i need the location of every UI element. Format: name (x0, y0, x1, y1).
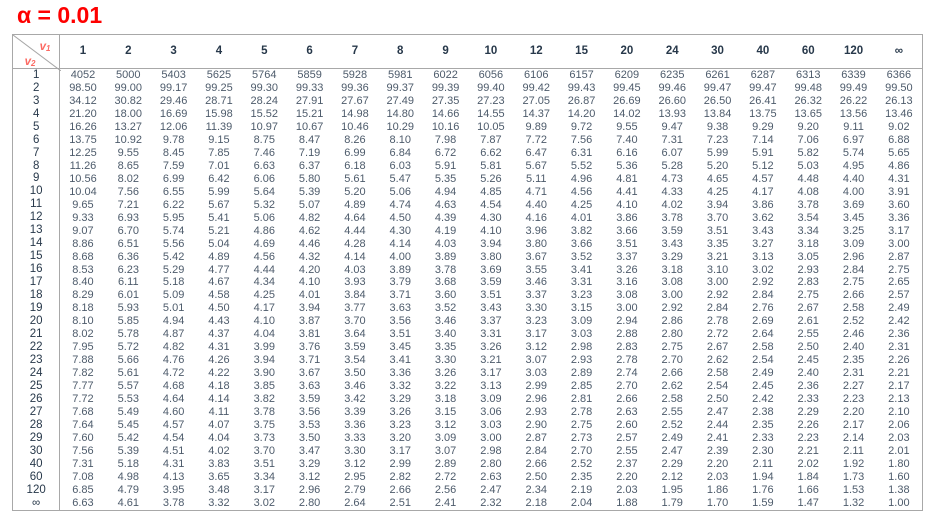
svg-text:v1: v1 (40, 41, 51, 53)
svg-text:v2: v2 (25, 56, 36, 68)
